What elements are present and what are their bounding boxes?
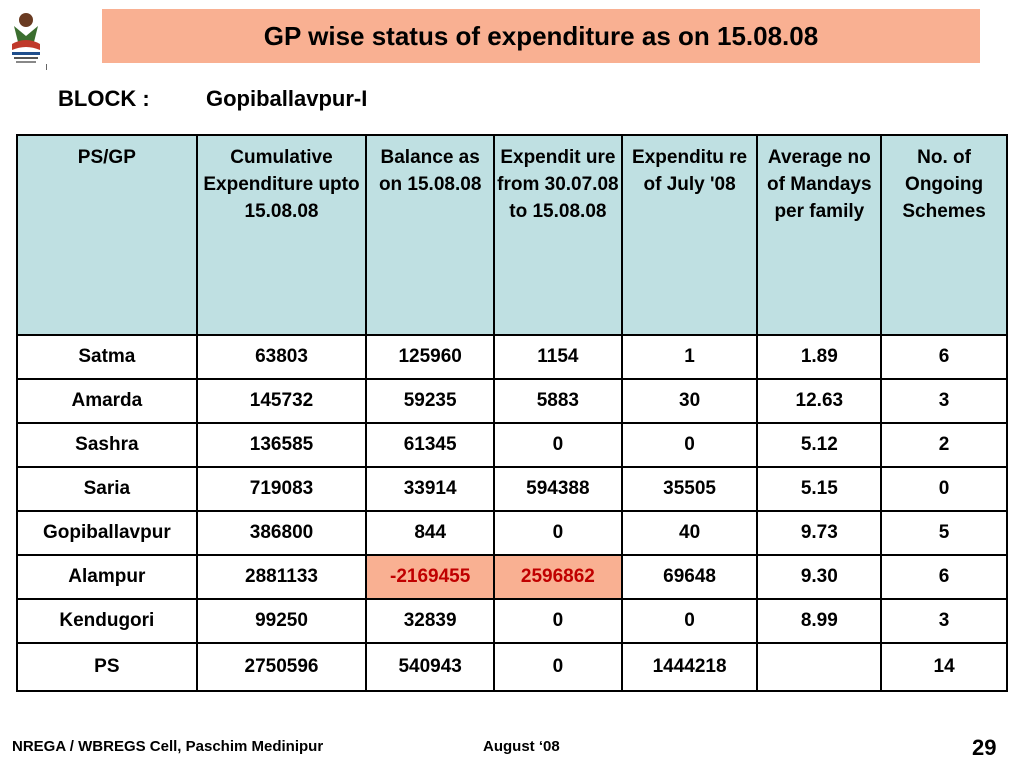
cell-average-mandays: 5.15 [756, 466, 883, 512]
cell-average-mandays: 1.89 [756, 334, 883, 380]
cell-ongoing-schemes: 0 [880, 466, 1008, 512]
cell-gp-name: Alampur [16, 554, 198, 600]
cell-ongoing-schemes: 6 [880, 554, 1008, 600]
cell-average-mandays: 5.12 [756, 422, 883, 468]
expenditure-table: PS/GP Cumulative Expenditure upto 15.08.… [16, 134, 1008, 692]
cell-expenditure-period: 5883 [493, 378, 623, 424]
page-number: 29 [972, 735, 997, 760]
header-ps-gp: PS/GP [16, 134, 198, 336]
header-cumulative-expenditure: Cumulative Expenditure upto 15.08.08 [195, 134, 368, 336]
cell-cumulative: 63803 [195, 334, 368, 380]
cell-expenditure-july: 0 [620, 422, 759, 468]
cell-gp-name: PS [16, 642, 198, 692]
cell-cumulative: 136585 [195, 422, 368, 468]
block-value: Gopiballavpur-I [206, 86, 368, 111]
cell-balance: 33914 [365, 466, 496, 512]
cell-ongoing-schemes: 5 [880, 510, 1008, 556]
cell-expenditure-period-highlighted: 2596862 [493, 554, 623, 600]
cell-gp-name: Kendugori [16, 598, 198, 644]
table-row: Sashra 136585 61345 0 0 5.12 2 [16, 422, 1008, 468]
table-row: Gopiballavpur 386800 844 0 40 9.73 5 [16, 510, 1008, 556]
cell-gp-name: Amarda [16, 378, 198, 424]
cell-expenditure-july: 0 [620, 598, 759, 644]
cell-average-mandays: 9.30 [756, 554, 883, 600]
table-row: Kendugori 99250 32839 0 0 8.99 3 [16, 598, 1008, 644]
header-expenditure-july: Expenditu re of July '08 [620, 134, 759, 336]
block-label: BLOCK : [58, 86, 150, 111]
table-row: Alampur 2881133 -2169455 2596862 69648 9… [16, 554, 1008, 600]
cell-cumulative: 2881133 [195, 554, 368, 600]
cell-cumulative: 145732 [195, 378, 368, 424]
cell-expenditure-july: 1 [620, 334, 759, 380]
cell-ongoing-schemes: 3 [880, 378, 1008, 424]
cell-balance: 61345 [365, 422, 496, 468]
header-balance: Balance as on 15.08.08 [365, 134, 496, 336]
table-row: Amarda 145732 59235 5883 30 12.63 3 [16, 378, 1008, 424]
page-title-text: GP wise status of expenditure as on 15.0… [263, 20, 819, 51]
cell-ongoing-schemes: 3 [880, 598, 1008, 644]
cell-gp-name: Sashra [16, 422, 198, 468]
footer-date: August ‘08 [483, 738, 560, 755]
cell-balance: 844 [365, 510, 496, 556]
footer-organization: NREGA / WBREGS Cell, Paschim Medinipur [12, 738, 324, 755]
cell-expenditure-period: 0 [493, 422, 623, 468]
cell-balance: 125960 [365, 334, 496, 380]
cell-expenditure-july: 40 [620, 510, 759, 556]
cell-balance: 540943 [365, 642, 496, 692]
block-line: BLOCK : Gopiballavpur-I [58, 86, 367, 112]
cell-average-mandays: 8.99 [756, 598, 883, 644]
cell-expenditure-period: 0 [493, 510, 623, 556]
cell-cumulative: 2750596 [195, 642, 368, 692]
cell-expenditure-july: 35505 [620, 466, 759, 512]
cell-expenditure-july: 30 [620, 378, 759, 424]
cell-ongoing-schemes: 6 [880, 334, 1008, 380]
cell-gp-name: Saria [16, 466, 198, 512]
cell-expenditure-july: 1444218 [620, 642, 759, 692]
cell-average-mandays: 9.73 [756, 510, 883, 556]
table-header-row: PS/GP Cumulative Expenditure upto 15.08.… [16, 134, 1008, 336]
cell-ongoing-schemes: 14 [880, 642, 1008, 692]
cell-gp-name: Satma [16, 334, 198, 380]
header-ongoing-schemes: No. of Ongoing Schemes [880, 134, 1008, 336]
cell-expenditure-july: 69648 [620, 554, 759, 600]
page-title: GP wise status of expenditure as on 15.0… [102, 9, 980, 63]
nrega-logo-icon [4, 6, 48, 70]
cell-cumulative: 719083 [195, 466, 368, 512]
cell-average-mandays: 12.63 [756, 378, 883, 424]
header-expenditure-period: Expendit ure from 30.07.08 to 15.08.08 [493, 134, 623, 336]
table-row: Satma 63803 125960 1154 1 1.89 6 [16, 334, 1008, 380]
cell-average-mandays [756, 642, 883, 692]
cell-balance: 32839 [365, 598, 496, 644]
cell-cumulative: 99250 [195, 598, 368, 644]
cell-gp-name: Gopiballavpur [16, 510, 198, 556]
cell-expenditure-period: 1154 [493, 334, 623, 380]
table-row-total: PS 2750596 540943 0 1444218 14 [16, 642, 1008, 692]
cell-ongoing-schemes: 2 [880, 422, 1008, 468]
header-average-mandays: Average no of Mandays per family [756, 134, 883, 336]
cell-expenditure-period: 0 [493, 598, 623, 644]
cell-expenditure-period: 594388 [493, 466, 623, 512]
cell-expenditure-period: 0 [493, 642, 623, 692]
cell-balance-highlighted: -2169455 [365, 554, 496, 600]
cell-balance: 59235 [365, 378, 496, 424]
cell-cumulative: 386800 [195, 510, 368, 556]
table-row: Saria 719083 33914 594388 35505 5.15 0 [16, 466, 1008, 512]
